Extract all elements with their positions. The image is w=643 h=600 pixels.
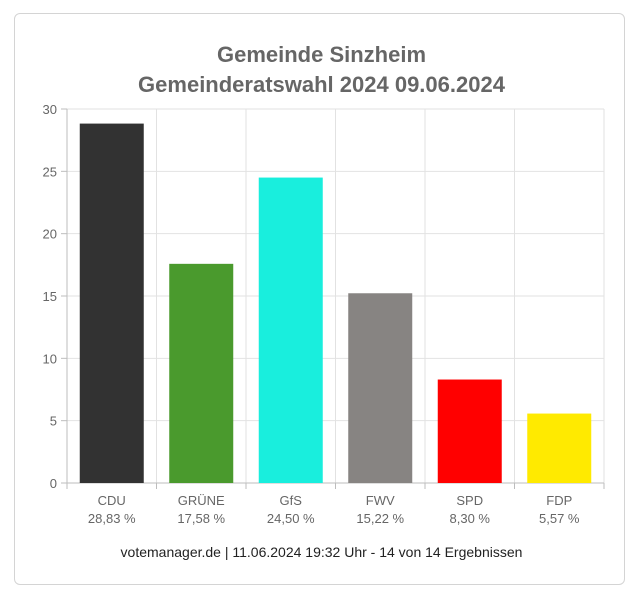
chart-subtitle: Gemeinderatswahl 2024 09.06.2024	[138, 72, 505, 97]
x-tick-label: SPD	[456, 493, 483, 508]
bar-fdp	[527, 413, 592, 483]
chart-title: Gemeinde Sinzheim	[216, 42, 427, 67]
y-tick-label: 30	[43, 102, 57, 117]
bar-value-label: 5,57 %	[539, 511, 580, 526]
y-tick-label: 5	[50, 414, 57, 429]
y-tick-label: 0	[50, 476, 57, 491]
x-tick-label: CDU	[98, 493, 126, 508]
bar-value-label: 17,58 %	[177, 511, 225, 526]
bar-grüne	[169, 263, 234, 483]
bar-cdu	[79, 123, 144, 483]
chart-footer: votemanager.de | 11.06.2024 19:32 Uhr - …	[120, 544, 523, 560]
x-tick-label: GfS	[280, 493, 303, 508]
bar-value-label: 15,22 %	[356, 511, 404, 526]
bar-fwv	[348, 293, 413, 483]
x-tick-label: FDP	[546, 493, 572, 508]
bar-value-label: 24,50 %	[267, 511, 315, 526]
y-tick-label: 10	[43, 351, 57, 366]
x-tick-label: GRÜNE	[178, 493, 225, 508]
y-tick-label: 15	[43, 289, 57, 304]
bar-value-label: 28,83 %	[88, 511, 136, 526]
bar-spd	[437, 379, 502, 483]
x-tick-label: FWV	[366, 493, 395, 508]
y-tick-label: 25	[43, 164, 57, 179]
bar-value-label: 8,30 %	[450, 511, 491, 526]
y-tick-label: 20	[43, 227, 57, 242]
bar-gfs	[258, 177, 323, 484]
